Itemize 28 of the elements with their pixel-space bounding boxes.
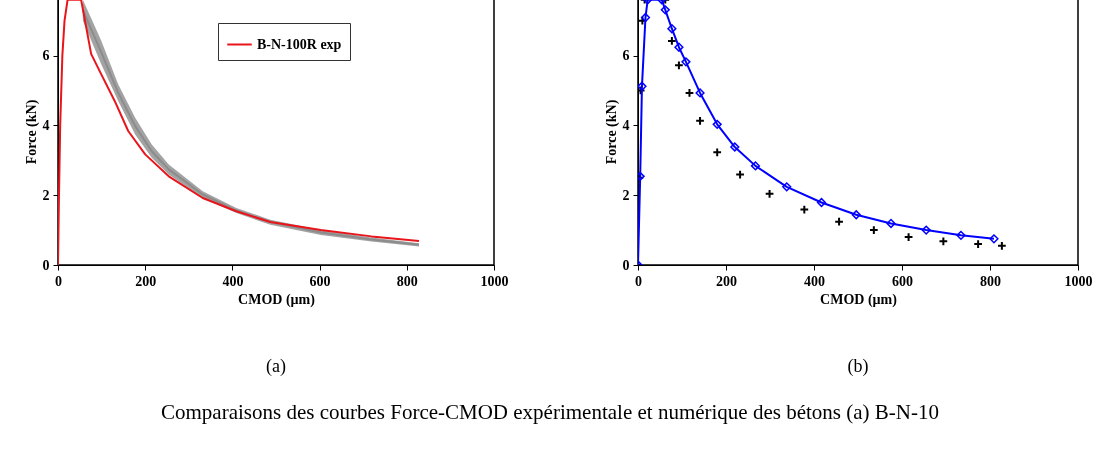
y-axis-title: Force (kN) — [23, 99, 40, 165]
y-tick-label: 2 — [622, 187, 630, 203]
x-tick-label: 600 — [892, 273, 913, 289]
x-tick-label: 400 — [222, 273, 244, 289]
y-tick-label: 6 — [42, 48, 50, 64]
y-tick-label: 4 — [42, 117, 50, 133]
x-tick-label: 0 — [635, 273, 642, 289]
x-axis-title: CMOD (µm) — [820, 291, 898, 308]
y-tick-label: 0 — [622, 257, 630, 273]
x-tick-label: 0 — [55, 273, 62, 289]
x-tick-label: 200 — [135, 273, 157, 289]
y-tick-label: 4 — [622, 117, 630, 133]
x-tick-label: 200 — [716, 273, 737, 289]
x-tick-label: 800 — [396, 273, 418, 289]
x-tick-label: 400 — [804, 273, 825, 289]
text: (a) — [266, 356, 286, 377]
legend-label: B-N-100R exp — [257, 36, 342, 52]
x-tick-label: 1000 — [1064, 273, 1093, 289]
text: Comparaisons des courbes Force-CMOD expérimentale et numérique des bétons (a) B-N-10 — [160, 400, 940, 425]
y-tick-label: 0 — [42, 257, 50, 273]
x-tick-label: 800 — [980, 273, 1001, 289]
y-tick-label: 6 — [622, 48, 630, 64]
x-axis-title: CMOD (µm) — [238, 291, 316, 308]
y-axis-title: Force (kN) — [603, 99, 620, 165]
x-tick-label: 1000 — [480, 273, 509, 289]
text: (b) — [847, 356, 869, 377]
y-tick-label: 2 — [42, 187, 50, 203]
x-tick-label: 600 — [309, 273, 331, 289]
